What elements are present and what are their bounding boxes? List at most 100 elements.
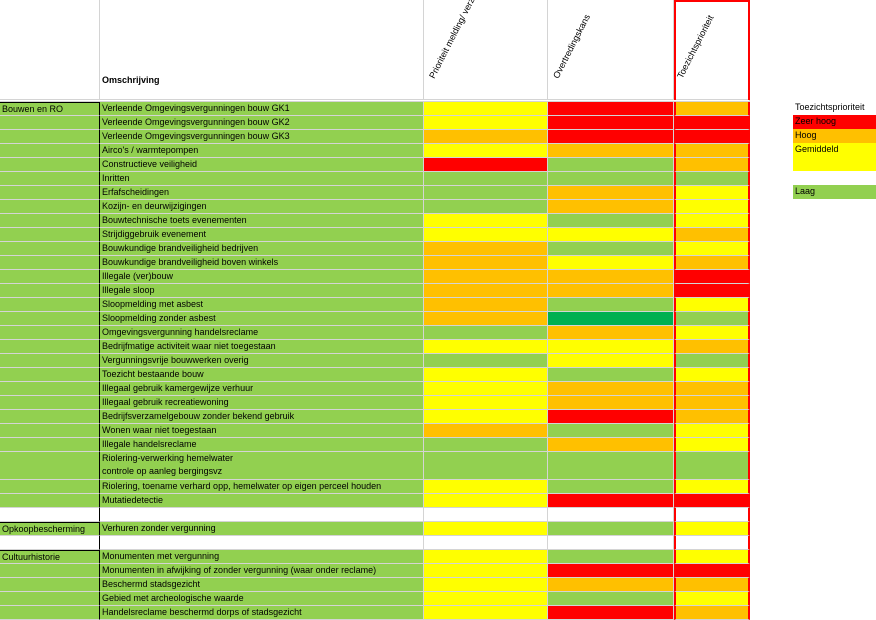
priority-cell-1[interactable]: [424, 200, 548, 214]
priority-cell-2[interactable]: [548, 564, 674, 578]
row-category-cell[interactable]: [0, 424, 100, 438]
priority-cell-3[interactable]: [674, 228, 750, 242]
priority-cell-1[interactable]: [424, 508, 548, 522]
priority-cell-2[interactable]: [548, 116, 674, 130]
header-description-cell[interactable]: Omschrijving: [100, 0, 424, 100]
priority-cell-2[interactable]: [548, 494, 674, 508]
row-description-cell[interactable]: Airco's / warmtepompen: [100, 144, 424, 158]
priority-cell-2[interactable]: [548, 592, 674, 606]
priority-cell-2[interactable]: [548, 606, 674, 620]
priority-cell-2[interactable]: [548, 284, 674, 298]
row-category-cell[interactable]: [0, 158, 100, 172]
priority-cell-3[interactable]: [674, 326, 750, 340]
priority-cell-3[interactable]: [674, 284, 750, 298]
priority-cell-3[interactable]: [674, 186, 750, 200]
priority-cell-3[interactable]: [674, 396, 750, 410]
priority-cell-3[interactable]: [674, 312, 750, 326]
row-description-cell[interactable]: Bouwkundige brandveiligheid bedrijven: [100, 242, 424, 256]
priority-cell-1[interactable]: [424, 550, 548, 564]
priority-cell-2[interactable]: [548, 298, 674, 312]
priority-cell-2[interactable]: [548, 256, 674, 270]
row-description-cell[interactable]: Vergunningsvrije bouwwerken overig: [100, 354, 424, 368]
priority-cell-2[interactable]: [548, 550, 674, 564]
row-category-cell[interactable]: [0, 480, 100, 494]
priority-cell-3[interactable]: [674, 298, 750, 312]
priority-cell-1[interactable]: [424, 452, 548, 480]
priority-cell-2[interactable]: [548, 312, 674, 326]
priority-cell-1[interactable]: [424, 410, 548, 424]
priority-cell-1[interactable]: [424, 368, 548, 382]
row-category-cell[interactable]: [0, 214, 100, 228]
row-description-cell[interactable]: Constructieve veiligheid: [100, 158, 424, 172]
priority-cell-2[interactable]: [548, 508, 674, 522]
priority-cell-1[interactable]: [424, 284, 548, 298]
row-description-cell[interactable]: Illegale sloop: [100, 284, 424, 298]
row-description-cell[interactable]: Illegaal gebruik recreatiewoning: [100, 396, 424, 410]
row-category-cell[interactable]: [0, 144, 100, 158]
blank-col-left-header[interactable]: [0, 0, 100, 100]
priority-cell-3[interactable]: [674, 256, 750, 270]
row-category-cell[interactable]: [0, 312, 100, 326]
priority-cell-3[interactable]: [674, 564, 750, 578]
priority-cell-2[interactable]: [548, 144, 674, 158]
priority-cell-2[interactable]: [548, 410, 674, 424]
row-category-cell[interactable]: [0, 606, 100, 620]
row-description-cell[interactable]: Verhuren zonder vergunning: [100, 522, 424, 536]
row-category-cell[interactable]: [0, 270, 100, 284]
priority-cell-3[interactable]: [674, 354, 750, 368]
priority-cell-3[interactable]: [674, 200, 750, 214]
row-category-cell[interactable]: [0, 508, 100, 522]
priority-cell-1[interactable]: [424, 536, 548, 550]
priority-cell-2[interactable]: [548, 396, 674, 410]
row-category-cell[interactable]: [0, 368, 100, 382]
priority-cell-1[interactable]: [424, 158, 548, 172]
priority-cell-3[interactable]: [674, 424, 750, 438]
priority-cell-1[interactable]: [424, 424, 548, 438]
row-category-cell[interactable]: [0, 592, 100, 606]
priority-cell-2[interactable]: [548, 368, 674, 382]
row-description-cell[interactable]: Omgevingsvergunning handelsreclame: [100, 326, 424, 340]
row-category-cell[interactable]: [0, 186, 100, 200]
priority-cell-1[interactable]: [424, 480, 548, 494]
priority-cell-1[interactable]: [424, 186, 548, 200]
priority-cell-3[interactable]: [674, 158, 750, 172]
row-category-cell[interactable]: [0, 242, 100, 256]
row-description-cell[interactable]: Erfafscheidingen: [100, 186, 424, 200]
priority-cell-2[interactable]: [548, 578, 674, 592]
priority-cell-3[interactable]: [674, 550, 750, 564]
row-category-cell[interactable]: [0, 326, 100, 340]
row-category-cell[interactable]: Cultuurhistorie: [0, 550, 100, 564]
priority-cell-1[interactable]: [424, 522, 548, 536]
row-category-cell[interactable]: [0, 452, 100, 480]
priority-cell-3[interactable]: [674, 592, 750, 606]
priority-cell-3[interactable]: [674, 144, 750, 158]
row-description-cell[interactable]: Monumenten met vergunning: [100, 550, 424, 564]
priority-cell-2[interactable]: [548, 200, 674, 214]
header-col3-cell[interactable]: Toezichtsprioriteit: [674, 0, 750, 100]
row-description-cell[interactable]: Handelsreclame beschermd dorps of stadsg…: [100, 606, 424, 620]
row-description-cell[interactable]: Wonen waar niet toegestaan: [100, 424, 424, 438]
header-col1-cell[interactable]: Prioriteit melding/ verzoek: [424, 0, 548, 100]
priority-cell-2[interactable]: [548, 130, 674, 144]
priority-cell-2[interactable]: [548, 452, 674, 480]
row-category-cell[interactable]: [0, 578, 100, 592]
row-description-cell[interactable]: [100, 536, 424, 550]
priority-cell-3[interactable]: [674, 214, 750, 228]
row-category-cell[interactable]: Bouwen en RO: [0, 102, 100, 116]
row-description-cell[interactable]: Riolering, toename verhard opp, hemelwat…: [100, 480, 424, 494]
priority-cell-2[interactable]: [548, 480, 674, 494]
row-description-cell[interactable]: Illegale (ver)bouw: [100, 270, 424, 284]
priority-cell-3[interactable]: [674, 480, 750, 494]
priority-cell-3[interactable]: [674, 116, 750, 130]
priority-cell-3[interactable]: [674, 508, 750, 522]
row-description-cell[interactable]: [100, 508, 424, 522]
priority-cell-2[interactable]: [548, 172, 674, 186]
row-description-cell[interactable]: Beschermd stadsgezicht: [100, 578, 424, 592]
priority-cell-3[interactable]: [674, 172, 750, 186]
row-category-cell[interactable]: [0, 438, 100, 452]
priority-cell-1[interactable]: [424, 326, 548, 340]
row-category-cell[interactable]: [0, 354, 100, 368]
priority-cell-2[interactable]: [548, 340, 674, 354]
priority-cell-1[interactable]: [424, 354, 548, 368]
priority-cell-2[interactable]: [548, 102, 674, 116]
